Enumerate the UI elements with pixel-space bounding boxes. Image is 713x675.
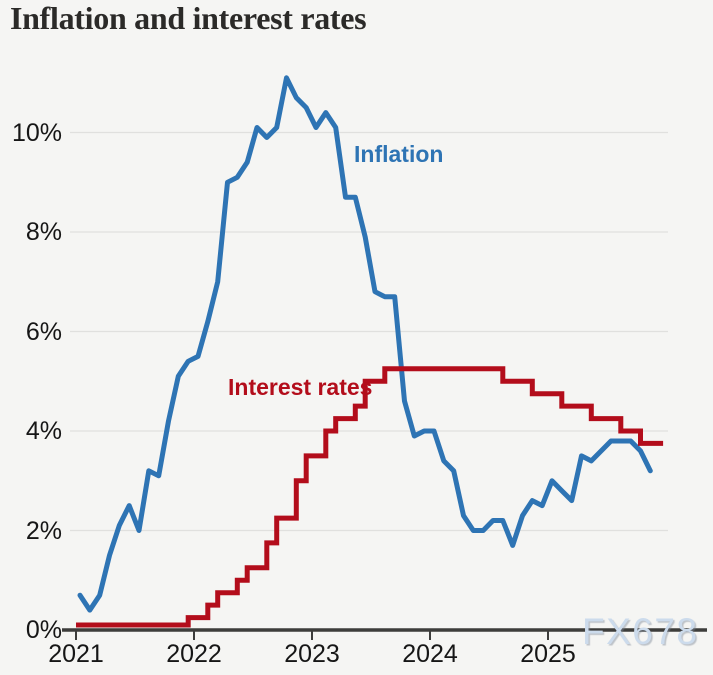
- y-tick-label: 4%: [25, 417, 62, 445]
- watermark: FX678: [582, 611, 699, 652]
- x-tick-label: 2024: [402, 640, 458, 668]
- y-tick-label: 6%: [25, 317, 62, 346]
- y-tick-label: 10%: [11, 118, 62, 147]
- y-tick-label: 8%: [25, 218, 62, 246]
- x-tick-label: 2025: [520, 640, 576, 668]
- x-tick-label: 2021: [48, 640, 104, 668]
- y-tick-label: 2%: [25, 516, 62, 545]
- x-tick-label: 2022: [166, 640, 222, 668]
- interest-rates-series-label: Interest rates: [228, 374, 373, 400]
- x-tick-label: 2023: [284, 640, 340, 668]
- y-tick-label: 0%: [25, 616, 62, 644]
- inflation-series-label: Inflation: [354, 141, 444, 167]
- inflation-line: [77, 75, 653, 613]
- chart-title: Inflation and interest rates: [10, 0, 367, 36]
- interest-rates-line: [76, 366, 664, 628]
